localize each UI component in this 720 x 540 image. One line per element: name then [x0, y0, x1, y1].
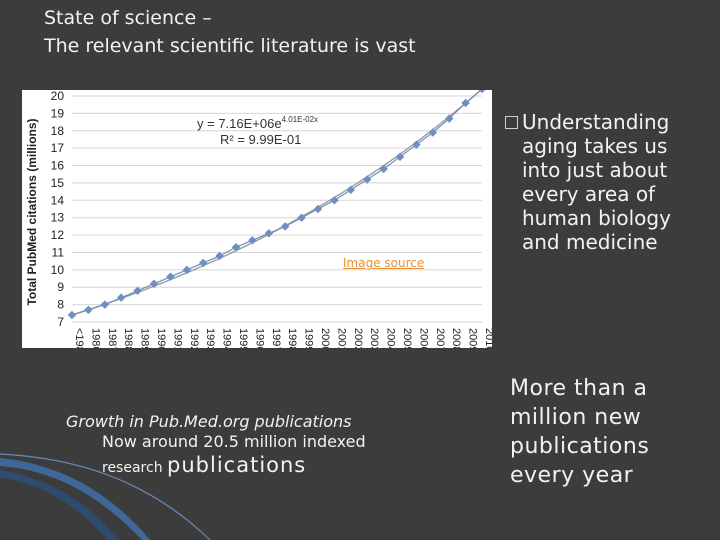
equation-base: y = 7.16E+06e: [197, 116, 282, 131]
side-note: More than a million new publications eve…: [510, 376, 650, 488]
caption-small-text: research: [102, 460, 163, 476]
x-tick-label: 1995: [237, 328, 249, 348]
data-point: [67, 310, 77, 320]
data-point: [133, 286, 142, 295]
bullet-text: Understanding aging takes us into just a…: [522, 110, 671, 254]
y-axis-label: Total PubMed citations (millions): [25, 118, 39, 305]
x-tick-label: 2006: [417, 328, 429, 348]
data-point: [280, 222, 290, 231]
data-point: [248, 236, 257, 245]
data-point: [477, 90, 487, 94]
x-tick-label: <1986: [73, 328, 85, 348]
y-tick-label: 14: [51, 193, 65, 207]
slide-title: State of science – The relevant scientif…: [44, 7, 416, 57]
data-point: [182, 265, 192, 275]
data-point: [297, 213, 306, 222]
y-tick-label: 16: [51, 159, 65, 173]
data-point: [198, 258, 208, 268]
y-tick-label: 11: [52, 245, 65, 259]
data-point: [461, 98, 470, 108]
x-tick-label: 1993: [204, 328, 216, 348]
x-tick-label: 2001: [335, 328, 347, 348]
trend-equation: y = 7.16E+06e4.01E-02x: [197, 115, 318, 131]
y-tick-label: 8: [57, 298, 64, 312]
caption-line-2: Now around 20.5 million indexed: [102, 432, 366, 451]
y-tick-label: 18: [51, 124, 65, 138]
data-point: [231, 243, 241, 252]
data-point: [444, 114, 454, 123]
data-point: [215, 251, 224, 261]
x-tick-label: 2004: [385, 328, 397, 348]
data-point: [412, 140, 421, 149]
data-point: [379, 164, 388, 174]
data-point: [84, 305, 93, 315]
x-tick-label: 2008: [450, 328, 462, 348]
caption-large-text: publications: [167, 453, 307, 477]
x-tick-label: 2002: [352, 328, 364, 348]
y-tick-label: 19: [51, 106, 65, 120]
x-tick-label: 1994: [221, 328, 233, 348]
decorative-swoosh: [0, 453, 211, 540]
x-tick-label: 1987: [106, 328, 118, 348]
data-point: [149, 279, 159, 288]
gridlines: [72, 95, 482, 323]
x-tick-label: 1998: [286, 328, 298, 348]
x-tick-labels: <1986 1986 1987 1988 1989 1990 1991 1992 1993 199…: [73, 328, 492, 348]
x-tick-label: 2007: [434, 328, 446, 348]
y-tick-label: 17: [51, 141, 65, 155]
r-squared: R² = 9.99E-01: [220, 132, 301, 147]
x-tick-label: 2005: [401, 328, 413, 348]
chart-caption: Growth in Pub.Med.org publications Now a…: [66, 412, 366, 481]
x-tick-label: 1999: [303, 328, 315, 348]
data-point: [362, 175, 372, 184]
x-tick-label: 2003: [368, 328, 380, 348]
equation-exponent: 4.01E-02x: [282, 115, 318, 124]
pubmed-growth-chart: 7 8 9 10 11 12 13 14 15 16 17 18 19 20 <1986 1986 1987 1…: [22, 90, 492, 348]
y-tick-labels: 7 8 9 10 11 12 13 14 15 16 17 18 19 20: [51, 90, 65, 329]
y-tick-label: 20: [51, 90, 65, 103]
y-tick-label: 9: [57, 280, 64, 294]
y-tick-label: 12: [51, 228, 65, 242]
data-point: [395, 152, 405, 162]
x-tick-label: 1997: [270, 328, 282, 348]
data-point: [116, 293, 126, 302]
y-tick-label: 13: [51, 211, 65, 225]
x-tick-label: 1988: [122, 328, 134, 348]
bullet-box-icon: [505, 116, 518, 129]
data-point: [346, 185, 356, 195]
x-tick-label: 1996: [253, 328, 265, 348]
data-point: [264, 229, 274, 238]
caption-line-3: research publications: [102, 452, 366, 481]
x-tick-label: 1991: [171, 328, 183, 348]
x-tick-label: 2009: [467, 328, 479, 348]
x-tick-label: 1986: [89, 328, 101, 348]
x-tick-label: 1990: [155, 328, 167, 348]
caption-line-1: Growth in Pub.Med.org publications: [66, 412, 352, 431]
y-tick-label: 10: [51, 263, 65, 277]
data-point: [330, 196, 339, 205]
data-point: [100, 300, 110, 309]
y-tick-label: 15: [51, 176, 65, 190]
image-source-link[interactable]: Image source: [343, 256, 425, 270]
chart-svg: 7 8 9 10 11 12 13 14 15 16 17 18 19 20 <1986 1986 1987 1…: [25, 90, 492, 348]
x-tick-label: 2000: [319, 328, 331, 348]
data-point: [428, 128, 438, 137]
data-point: [166, 272, 175, 282]
data-point: [313, 204, 323, 214]
x-tick-label: 2010: [483, 328, 492, 348]
y-tick-label: 7: [57, 315, 64, 329]
x-tick-label: 1992: [188, 328, 200, 348]
x-tick-label: 1989: [139, 328, 151, 348]
